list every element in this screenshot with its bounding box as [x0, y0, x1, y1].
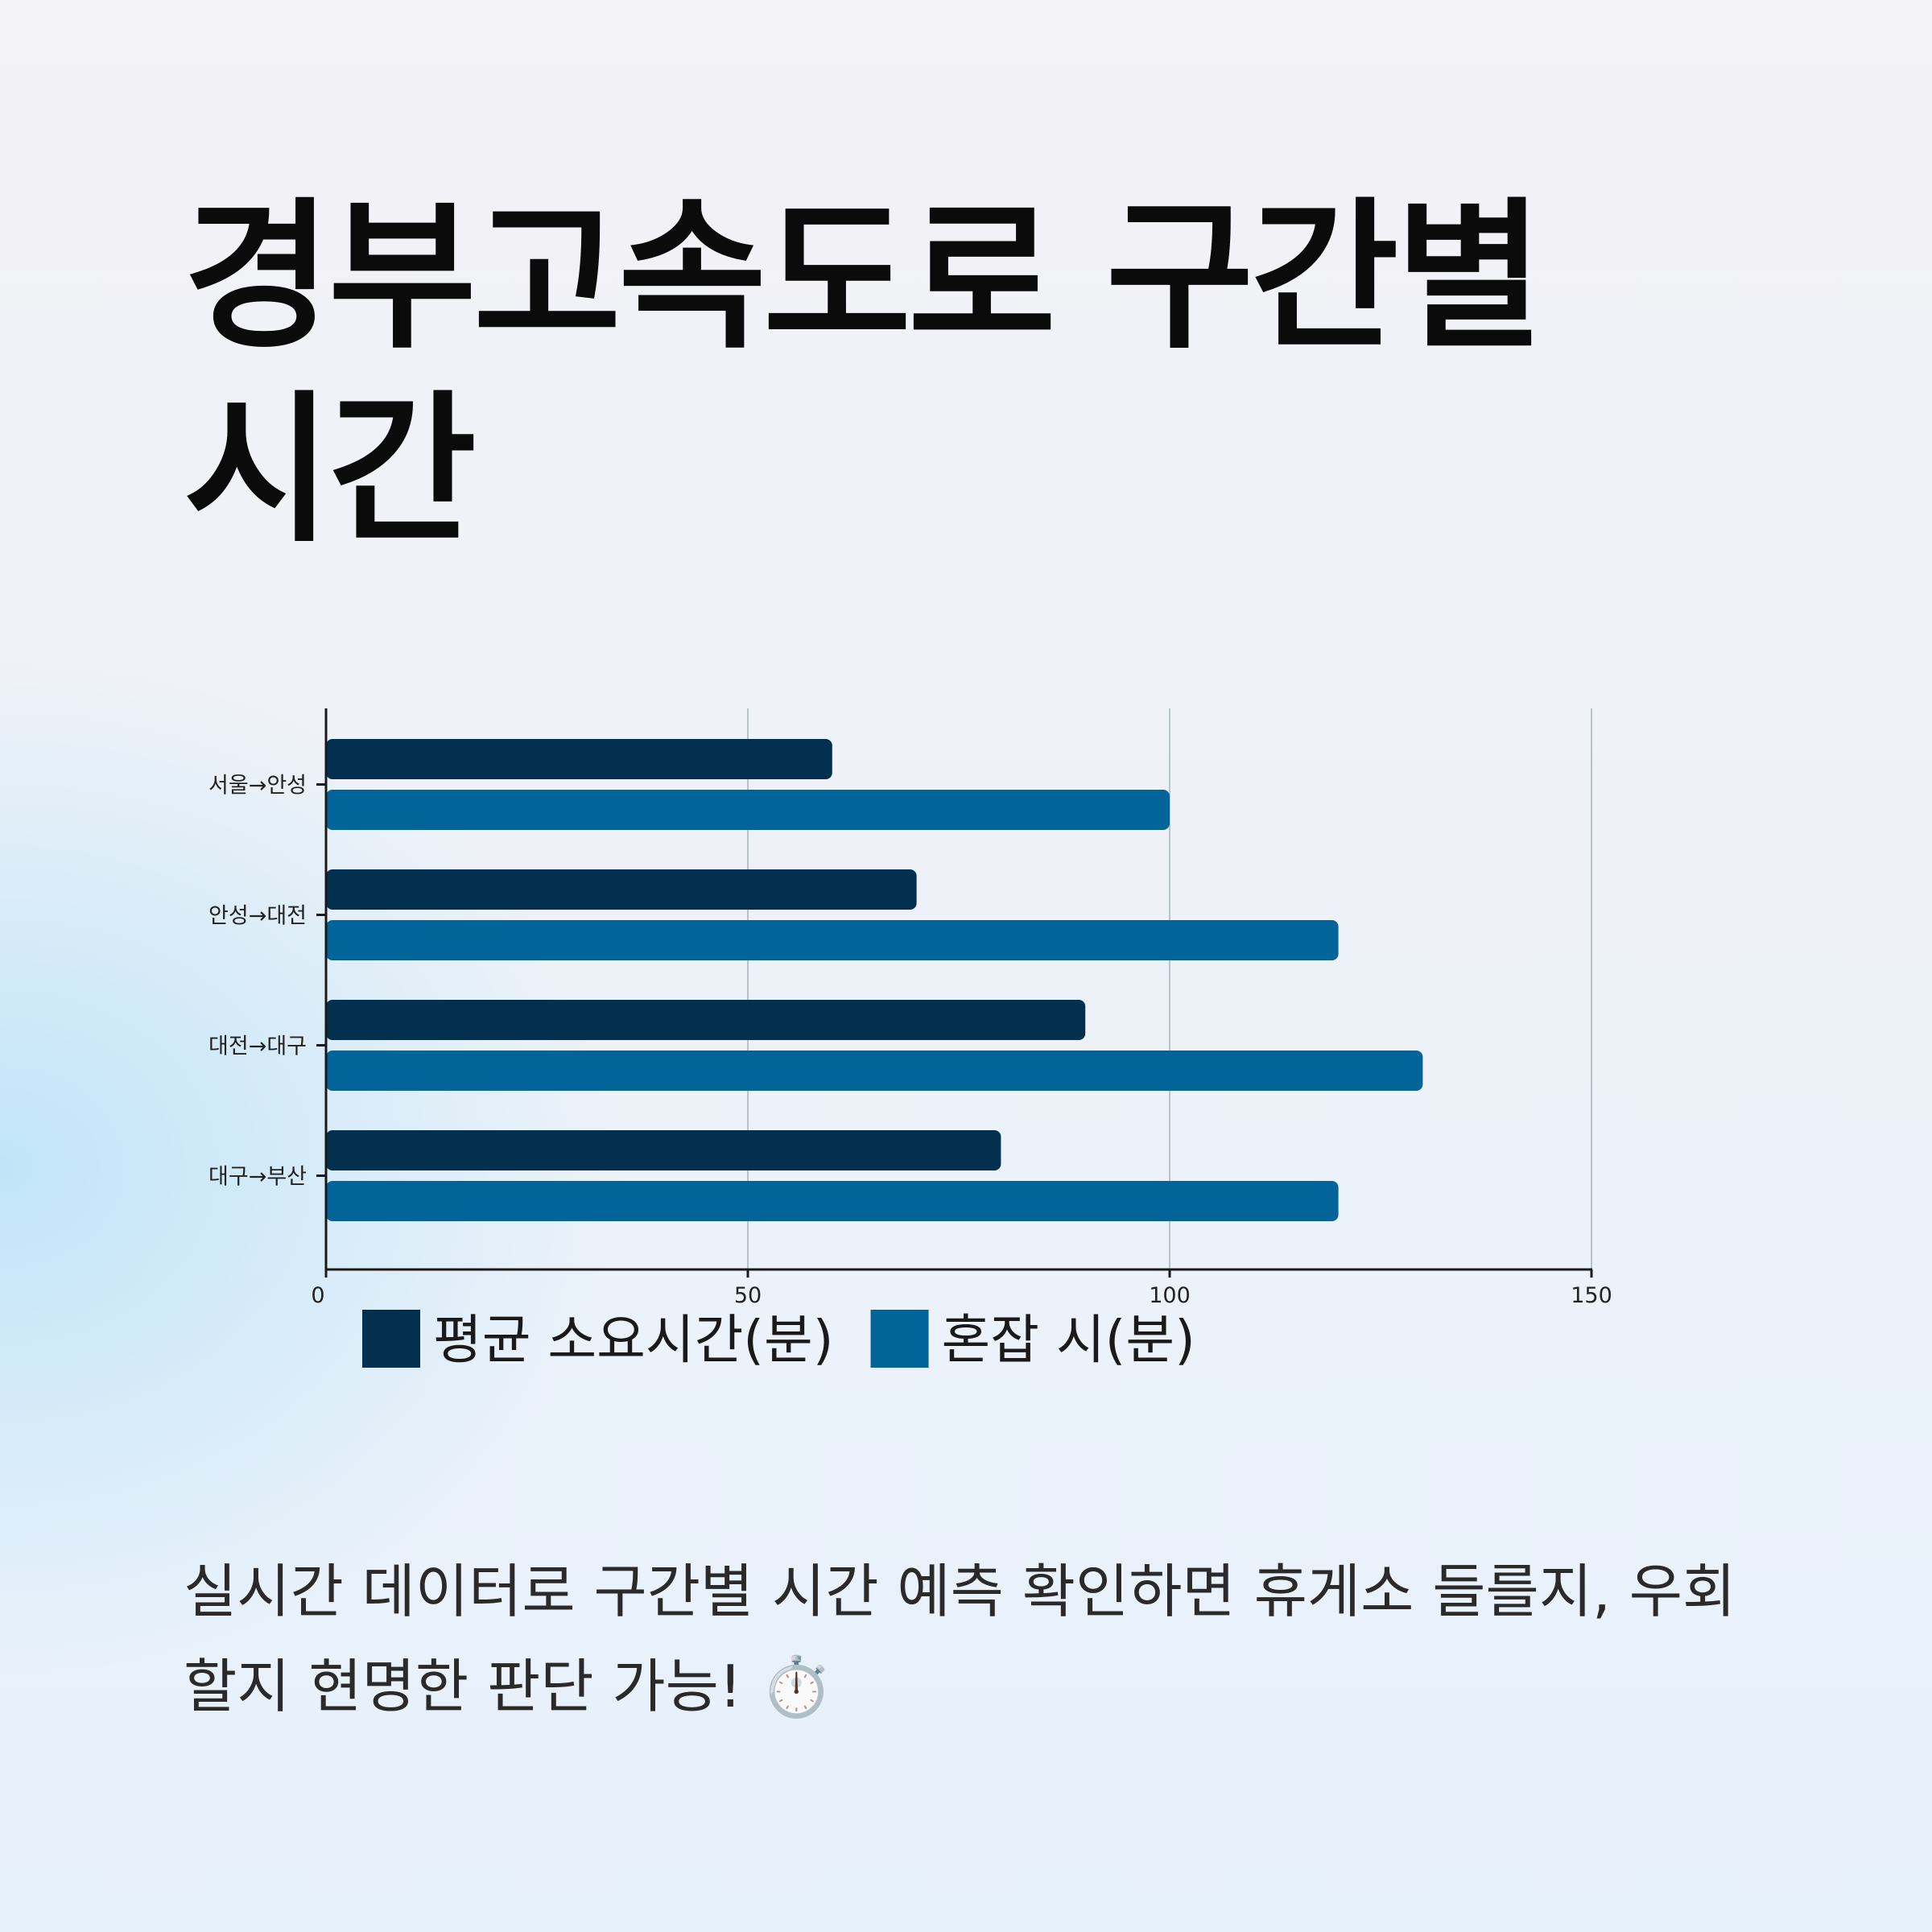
bar-congested-3	[326, 1181, 1339, 1221]
x-tick-label-0: 0	[311, 1283, 324, 1308]
x-tick-label-50: 50	[734, 1283, 762, 1308]
page-title: 경부고속도로 구간별 시간	[184, 184, 1544, 564]
bars	[326, 739, 1423, 1221]
y-category-label-1: 안성→대전	[208, 904, 307, 929]
y-category-label-2: 대전→대구	[208, 1034, 307, 1059]
bar-avg-1	[326, 869, 917, 910]
caption-text: 실시간 데이터로 구간별 시간 예측 확인하면 휴게소 들를지, 우회할지 현명…	[184, 1558, 1736, 1720]
y-category-label-0: 서울→안성	[208, 774, 307, 799]
bar-congested-0	[326, 790, 1170, 830]
x-tick-label-150: 150	[1571, 1283, 1612, 1308]
legend-swatch-1	[870, 1310, 929, 1368]
y-category-label-3: 대구→부산	[208, 1165, 307, 1190]
bar-congested-1	[326, 920, 1339, 960]
legend-label-1: 혼잡 시(분)	[942, 1309, 1195, 1371]
legend: 평균 소요시간(분) 혼잡 시(분)	[362, 1309, 1195, 1371]
legend-label-0: 평균 소요시간(분)	[433, 1309, 834, 1371]
bar-avg-3	[326, 1130, 1001, 1170]
x-tick-label-100: 100	[1149, 1283, 1191, 1308]
bar-avg-0	[326, 739, 832, 779]
bar-congested-2	[326, 1051, 1423, 1091]
bar-avg-2	[326, 1000, 1086, 1040]
legend-swatch-0	[362, 1310, 420, 1368]
